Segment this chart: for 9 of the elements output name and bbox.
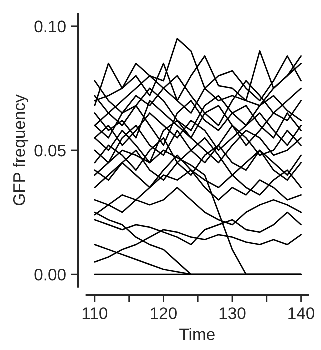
y-tick-label: 0.00 (34, 268, 66, 281)
x-tick-label: 130 (220, 308, 246, 320)
x-tick-label: 110 (82, 308, 108, 320)
y-tick-label: 0.05 (34, 144, 66, 157)
x-axis-title: Time (180, 328, 215, 340)
y-axis-title: GFP frequency (13, 94, 29, 206)
x-tick-label: 120 (151, 308, 177, 320)
x-tick-label: 140 (288, 308, 315, 320)
y-tick-label: 0.10 (34, 20, 66, 33)
